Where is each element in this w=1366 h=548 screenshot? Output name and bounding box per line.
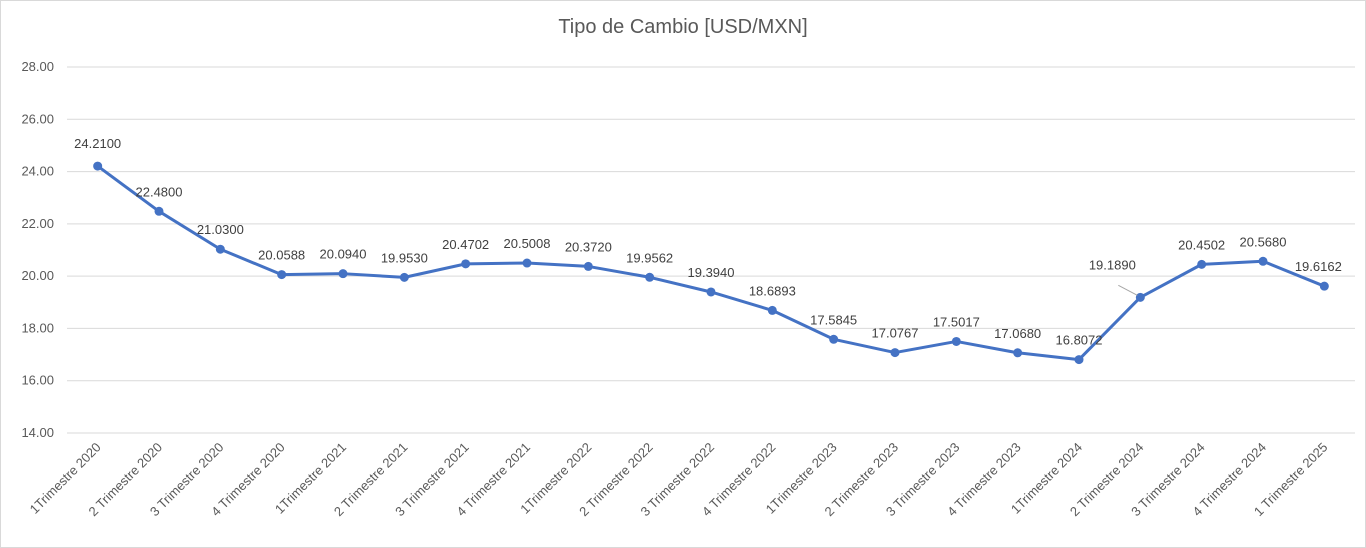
y-tick-label: 22.00 [21, 216, 54, 231]
y-tick-label: 14.00 [21, 425, 54, 440]
data-label: 17.0680 [994, 326, 1041, 341]
data-label: 19.6162 [1295, 259, 1342, 274]
data-point [277, 270, 287, 280]
data-point [706, 287, 716, 297]
chart-title: Tipo de Cambio [USD/MXN] [558, 16, 808, 38]
data-point [399, 272, 409, 282]
y-tick-label: 26.00 [21, 111, 54, 126]
data-label: 24.2100 [74, 136, 121, 151]
data-label: 19.1890 [1089, 257, 1136, 272]
data-point [215, 244, 225, 254]
data-label: 21.0300 [197, 222, 244, 237]
data-label: 20.3720 [565, 239, 612, 254]
data-point [951, 336, 961, 346]
data-label: 19.9530 [381, 250, 428, 265]
data-label: 19.9562 [626, 250, 673, 265]
data-label: 20.5008 [504, 236, 551, 251]
data-label: 20.0940 [320, 247, 367, 262]
data-point [154, 206, 164, 216]
y-tick-label: 24.00 [21, 164, 54, 179]
data-point [767, 305, 777, 315]
data-label: 19.3940 [688, 265, 735, 280]
data-label: 17.5845 [810, 312, 857, 327]
data-point [829, 334, 839, 344]
data-label: 20.4702 [442, 237, 489, 252]
data-point [1013, 348, 1023, 358]
data-label: 20.5680 [1240, 234, 1287, 249]
data-point [1074, 355, 1084, 365]
data-point [890, 348, 900, 358]
data-point [93, 161, 103, 171]
data-label: 17.5017 [933, 314, 980, 329]
data-point [645, 272, 655, 282]
series-line [96, 164, 1325, 362]
data-label: 17.0767 [872, 326, 919, 341]
data-point [1197, 259, 1207, 269]
y-tick-label: 18.00 [21, 320, 54, 335]
y-tick-label: 16.00 [21, 373, 54, 388]
y-tick-label: 20.00 [21, 268, 54, 283]
data-label: 20.0588 [258, 248, 305, 263]
data-label: 18.6893 [749, 283, 796, 298]
label-leader-line [1118, 284, 1138, 296]
y-tick-label: 28.00 [21, 59, 54, 74]
data-point [338, 269, 348, 279]
data-point [1135, 292, 1145, 302]
data-label: 22.4800 [136, 184, 183, 199]
data-point [461, 259, 471, 269]
data-point [1258, 256, 1268, 266]
data-point [1319, 281, 1329, 291]
data-label: 20.4502 [1178, 237, 1225, 252]
data-label: 16.8072 [1056, 333, 1103, 348]
data-point [583, 261, 593, 271]
data-point [522, 258, 532, 268]
